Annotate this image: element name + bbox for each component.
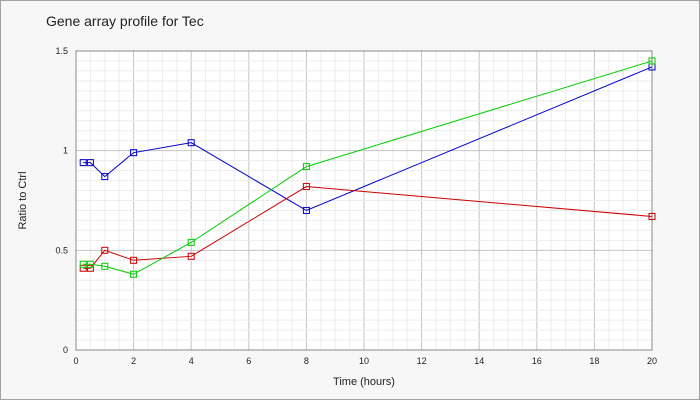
x-tick-label: 4 <box>189 356 194 366</box>
x-tick-label: 2 <box>131 356 136 366</box>
x-axis-ticks: 0 2 4 6 8 10 12 14 16 18 20 <box>73 356 657 366</box>
x-tick-label: 14 <box>474 356 484 366</box>
data-point <box>79 264 87 272</box>
y-axis-ticks: 0 0.5 1 1.5 <box>55 46 68 355</box>
y-tick-label: 1.5 <box>55 46 68 56</box>
data-point <box>302 206 310 214</box>
y-tick-label: 0.5 <box>55 245 68 255</box>
data-point <box>79 260 87 268</box>
data-point <box>130 149 138 157</box>
data-point <box>648 212 656 220</box>
plot-area <box>75 50 653 351</box>
series-line <box>83 60 653 275</box>
data-point <box>101 173 109 181</box>
x-tick-label: 18 <box>589 356 599 366</box>
series <box>79 57 656 278</box>
data-point <box>648 57 656 65</box>
series-line <box>83 66 653 212</box>
series-3 <box>79 57 656 278</box>
x-tick-label: 0 <box>73 356 78 366</box>
data-point <box>101 246 109 254</box>
x-tick-label: 6 <box>246 356 251 366</box>
data-point <box>86 264 94 272</box>
data-point <box>130 256 138 264</box>
x-tick-label: 20 <box>647 356 657 366</box>
series-1 <box>79 63 656 214</box>
series-2 <box>79 183 656 272</box>
x-tick-label: 8 <box>304 356 309 366</box>
chart-title: Gene array profile for Tec <box>46 13 204 29</box>
data-point <box>187 252 195 260</box>
data-point <box>86 260 94 268</box>
y-axis-label: Ratio to Ctrl <box>17 171 29 229</box>
data-point <box>130 270 138 278</box>
x-tick-label: 16 <box>532 356 542 366</box>
data-point <box>86 159 94 167</box>
x-tick-label: 12 <box>417 356 427 366</box>
data-point <box>187 238 195 246</box>
data-point <box>187 139 195 147</box>
x-tick-label: 10 <box>359 356 369 366</box>
data-point <box>302 183 310 191</box>
y-tick-label: 1 <box>63 146 68 156</box>
data-point <box>101 262 109 270</box>
grid <box>75 50 653 351</box>
x-axis-label: Time (hours) <box>333 376 395 388</box>
data-point <box>79 159 87 167</box>
series-line <box>83 186 653 269</box>
y-tick-label: 0 <box>63 345 68 355</box>
data-point <box>302 163 310 171</box>
